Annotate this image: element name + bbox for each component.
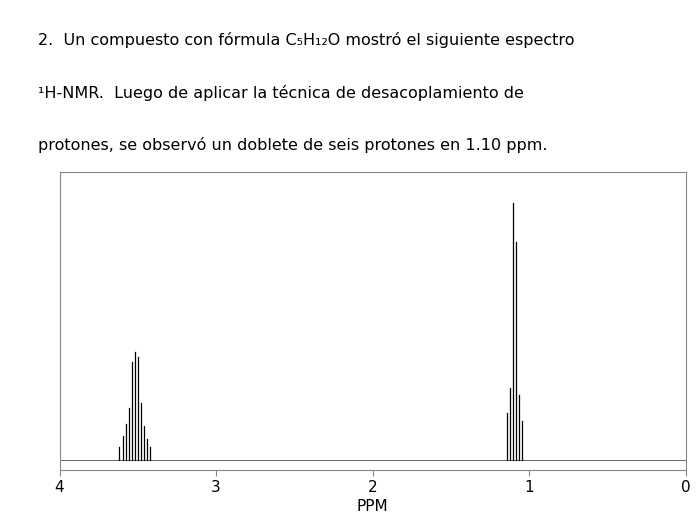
Text: 2.  Un compuesto con fórmula C₅H₁₂O mostró el siguiente espectro: 2. Un compuesto con fórmula C₅H₁₂O mostr… bbox=[38, 32, 575, 48]
Text: ¹H-NMR.  Luego de aplicar la técnica de desacoplamiento de: ¹H-NMR. Luego de aplicar la técnica de d… bbox=[38, 85, 524, 101]
X-axis label: PPM: PPM bbox=[357, 500, 388, 514]
Text: protones, se observó un doblete de seis protones en 1.10 ppm.: protones, se observó un doblete de seis … bbox=[38, 137, 548, 153]
